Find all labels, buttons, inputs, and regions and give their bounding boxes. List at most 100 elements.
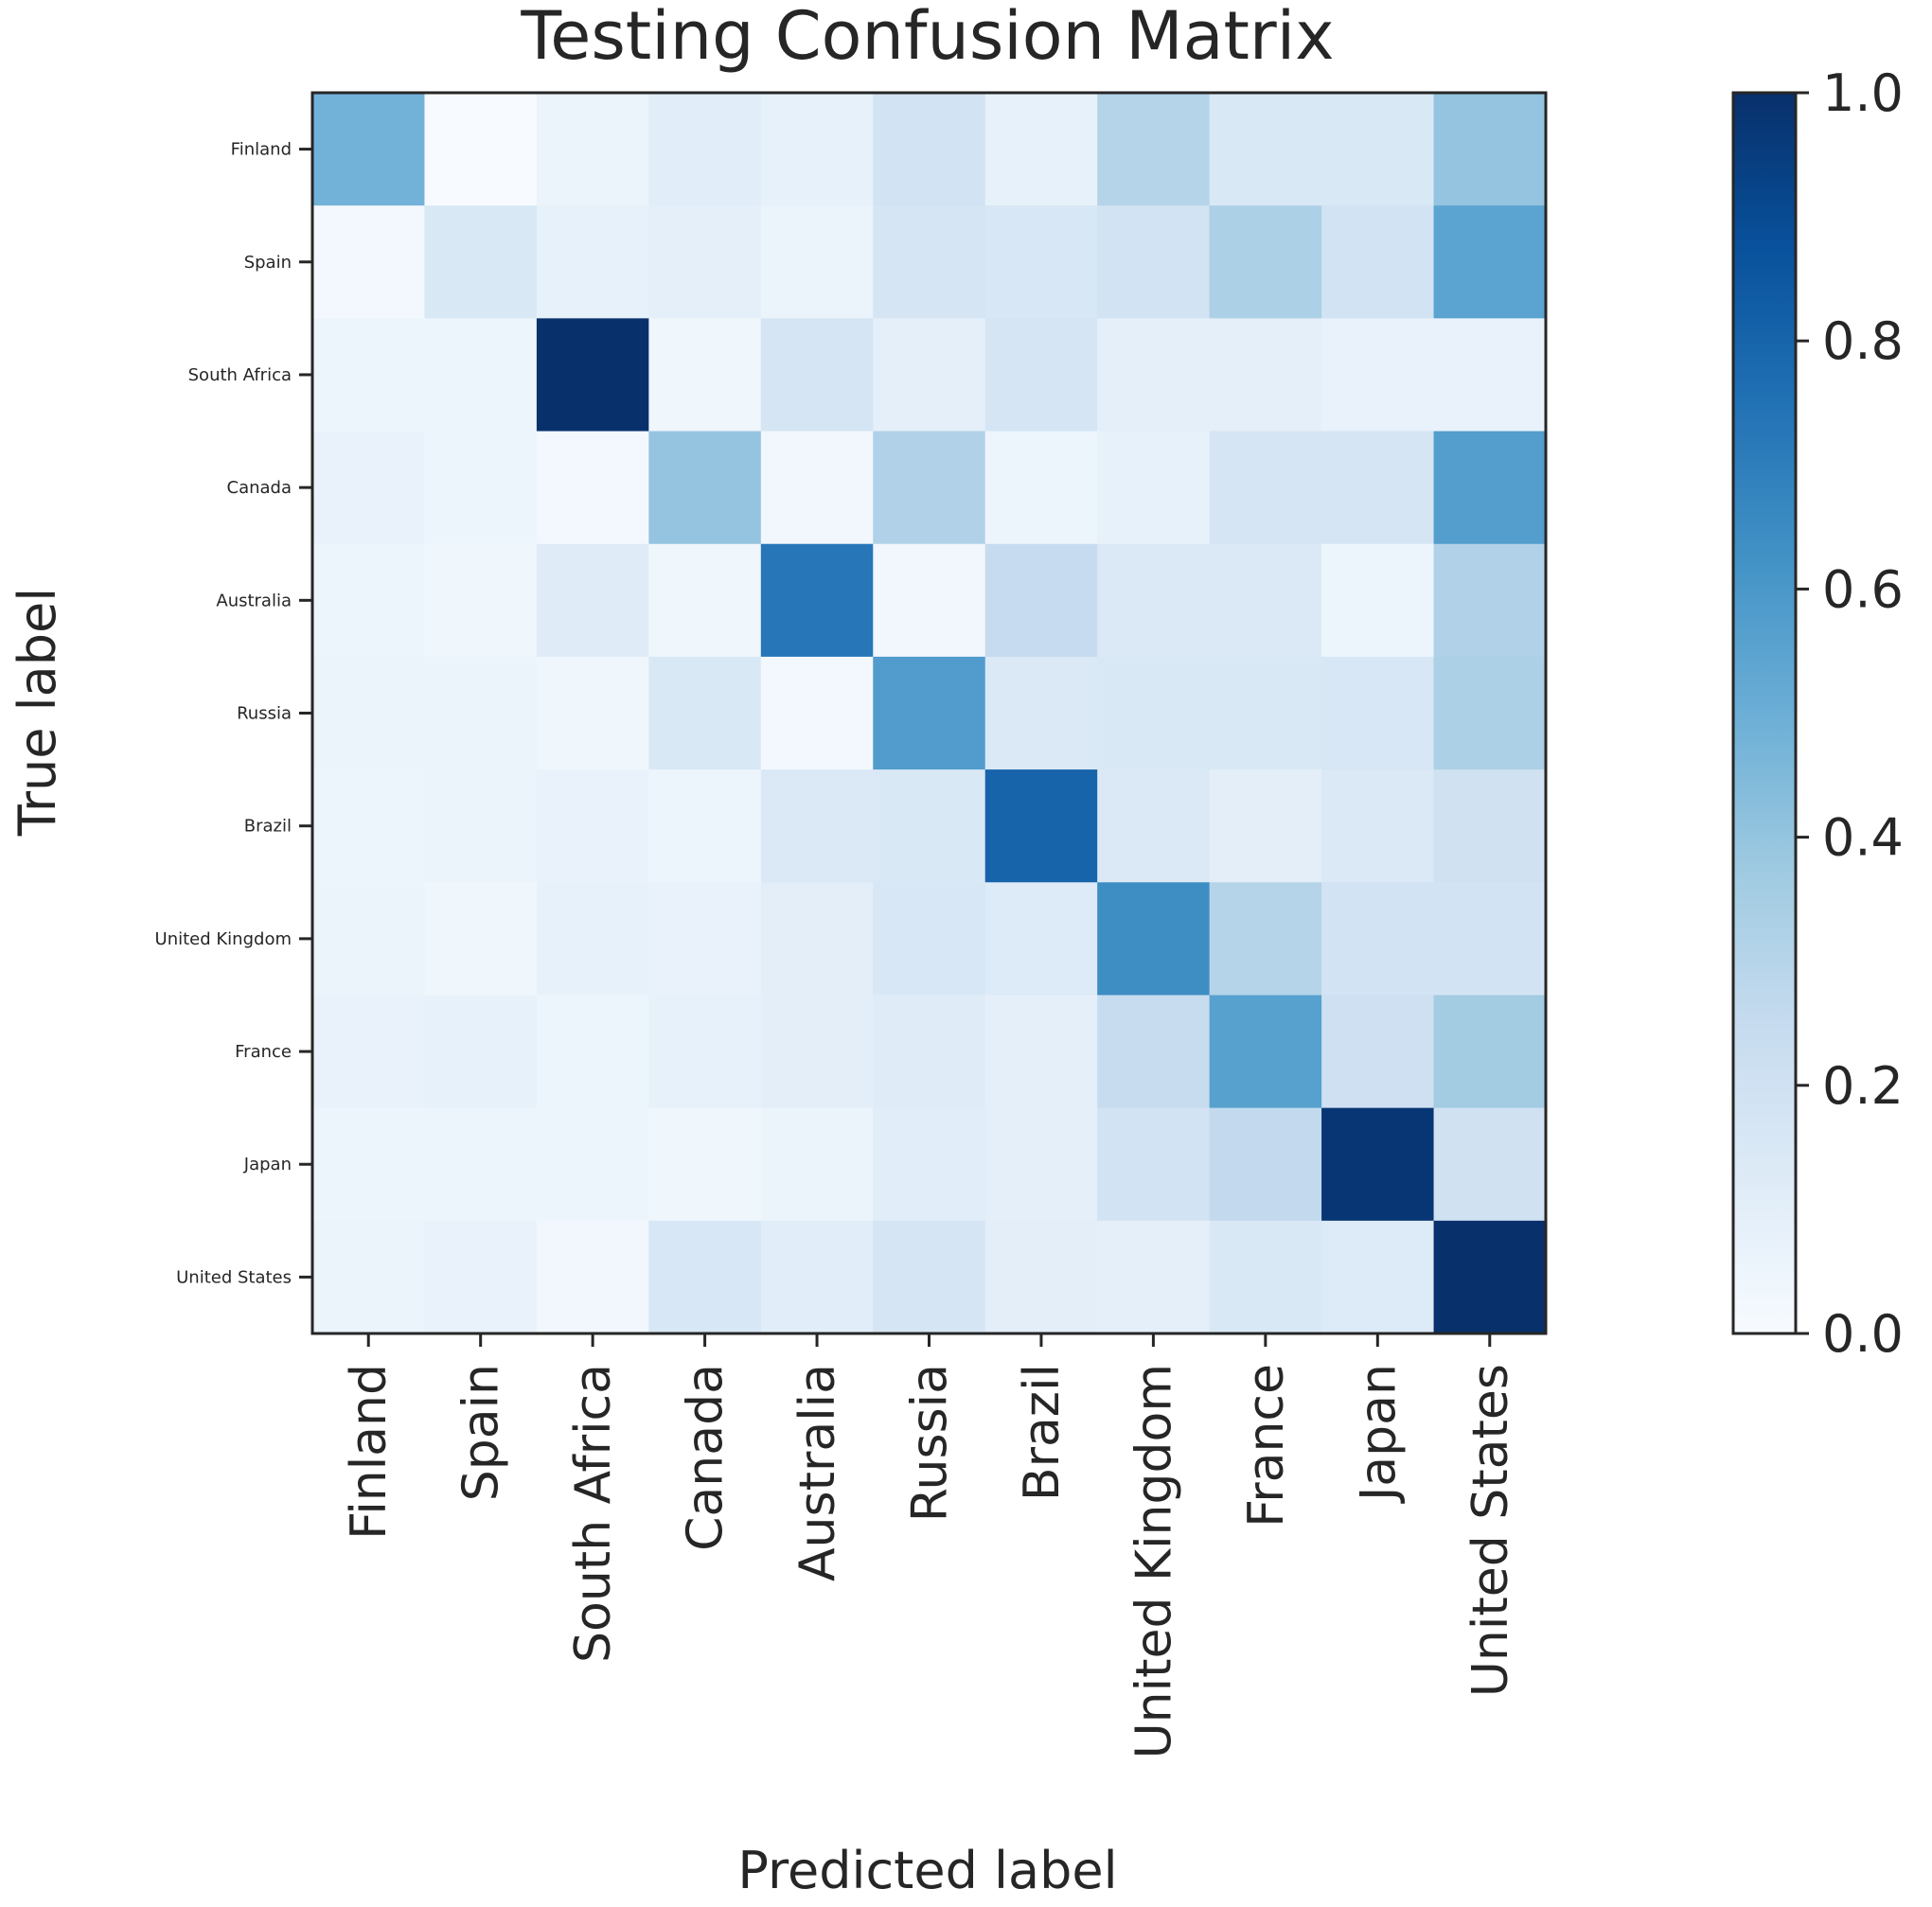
heatmap-cell-south-africa-spain — [424, 318, 538, 433]
x-axis-label: Predicted label — [737, 1841, 1117, 1900]
heatmap-cell-united-kingdom-australia — [760, 882, 874, 997]
heatmap-cell-south-africa-canada — [648, 318, 762, 433]
heatmap-cell-united-states-spain — [424, 1220, 538, 1334]
x-tick-label-france: France — [1238, 1364, 1295, 1527]
heatmap-cell-united-states-australia — [760, 1220, 874, 1334]
heatmap-cell-australia-south-africa — [536, 543, 649, 658]
heatmap-cell-japan-spain — [424, 1107, 538, 1222]
colorbar-ticks: 0.0 0.2 0.4 0.6 0.8 1.0 — [1796, 63, 1904, 1364]
colorbar-tick-label: 1.0 — [1822, 63, 1904, 123]
y-tick-label-canada: Canada — [227, 478, 292, 498]
heatmap-cell-france-japan — [1321, 995, 1435, 1109]
y-tick-label-south-africa: South Africa — [188, 365, 292, 385]
heatmap-cell-spain-south-africa — [536, 205, 649, 319]
heatmap-cell-australia-brazil — [984, 543, 1098, 658]
heatmap-cell-spain-france — [1209, 205, 1322, 319]
heatmap-cell-united-states-united-kingdom — [1097, 1220, 1211, 1334]
heatmap-cell-australia-russia — [873, 543, 986, 658]
heatmap-cell-brazil-russia — [873, 769, 986, 883]
heatmap-cell-finland-france — [1209, 93, 1322, 206]
heatmap-cell-russia-canada — [648, 656, 762, 770]
heatmap-cell-united-kingdom-spain — [424, 882, 538, 997]
heatmap-cell-canada-japan — [1321, 431, 1435, 545]
heatmap-cell-canada-spain — [424, 431, 538, 545]
heatmap-cell-finland-brazil — [984, 93, 1098, 206]
colorbar-tick-label: 0.6 — [1822, 559, 1904, 619]
heatmap-cell-canada-south-africa — [536, 431, 649, 545]
heatmap-cell-russia-united-kingdom — [1097, 656, 1211, 770]
heatmap-cell-united-kingdom-brazil — [984, 882, 1098, 997]
x-tick-label-japan: Japan — [1350, 1364, 1407, 1504]
heatmap-cell-japan-australia — [760, 1107, 874, 1222]
heatmap-cell-united-kingdom-united-states — [1433, 882, 1547, 997]
heatmap-cell-finland-australia — [760, 93, 874, 206]
heatmap-cell-united-kingdom-france — [1209, 882, 1322, 997]
heatmap-cell-russia-brazil — [984, 656, 1098, 770]
heatmap-cell-japan-russia — [873, 1107, 986, 1222]
y-tick-label-spain: Spain — [244, 253, 292, 273]
heatmap-cell-japan-brazil — [984, 1107, 1098, 1222]
heatmap-cell-australia-united-kingdom — [1097, 543, 1211, 658]
heatmap-cell-japan-france — [1209, 1107, 1322, 1222]
heatmap-cell-russia-russia — [873, 656, 986, 770]
heatmap-cell-finland-japan — [1321, 93, 1435, 206]
heatmap-cell-united-states-canada — [648, 1220, 762, 1334]
heatmap-cell-united-states-brazil — [984, 1220, 1098, 1334]
x-tick-label-russia: Russia — [902, 1364, 959, 1522]
heatmap-cell-russia-australia — [760, 656, 874, 770]
heatmap-cell-united-states-japan — [1321, 1220, 1435, 1334]
y-tick-label-brazil: Brazil — [244, 817, 292, 837]
heatmap-cell-united-states-finland — [312, 1220, 426, 1334]
y-tick-label-france: France — [235, 1042, 292, 1062]
heatmap-cell-south-africa-finland — [312, 318, 426, 433]
heatmap-cell-brazil-canada — [648, 769, 762, 883]
colorbar-tick-label: 0.2 — [1822, 1056, 1904, 1116]
y-tick-label-united-kingdom: United Kingdom — [155, 929, 292, 949]
heatmap-cell-france-canada — [648, 995, 762, 1109]
x-tick-label-brazil: Brazil — [1014, 1364, 1071, 1501]
heatmap-cell-united-states-united-states — [1433, 1220, 1547, 1334]
heatmap-cell-south-africa-japan — [1321, 318, 1435, 433]
heatmap-cell-canada-united-states — [1433, 431, 1547, 545]
heatmap-cell-spain-canada — [648, 205, 762, 319]
x-tick-label-canada: Canada — [678, 1364, 735, 1551]
heatmap-cell-spain-united-kingdom — [1097, 205, 1211, 319]
heatmap-cell-japan-united-kingdom — [1097, 1107, 1211, 1222]
y-tick-label-australia: Australia — [216, 591, 292, 610]
y-tick-label-finland: Finland — [231, 140, 292, 160]
heatmap-cell-south-africa-france — [1209, 318, 1322, 433]
heatmap-cell-south-africa-united-kingdom — [1097, 318, 1211, 433]
heatmap-cell-spain-united-states — [1433, 205, 1547, 319]
heatmap-cell-spain-brazil — [984, 205, 1098, 319]
heatmap-cell-south-africa-russia — [873, 318, 986, 433]
colorbar — [1731, 91, 1798, 1335]
x-tick-label-united-states: United States — [1462, 1364, 1519, 1697]
heatmap-cell-brazil-brazil — [984, 769, 1098, 883]
heatmap-cell-south-africa-united-states — [1433, 318, 1547, 433]
heatmap-cell-canada-russia — [873, 431, 986, 545]
heatmap-cell-brazil-united-states — [1433, 769, 1547, 883]
heatmap-cell-russia-united-states — [1433, 656, 1547, 770]
heatmap-cell-canada-united-kingdom — [1097, 431, 1211, 545]
heatmap-cell-russia-japan — [1321, 656, 1435, 770]
heatmap-cell-japan-finland — [312, 1107, 426, 1222]
heatmap-cell-france-russia — [873, 995, 986, 1109]
heatmap-cell-united-states-france — [1209, 1220, 1322, 1334]
heatmap-cell-japan-south-africa — [536, 1107, 649, 1222]
heatmap-cell-canada-canada — [648, 431, 762, 545]
heatmap-cell-brazil-finland — [312, 769, 426, 883]
heatmap-cell-france-south-africa — [536, 995, 649, 1109]
heatmap-cell-japan-united-states — [1433, 1107, 1547, 1222]
heatmap-cell-south-africa-south-africa — [536, 318, 649, 433]
heatmap-cell-australia-japan — [1321, 543, 1435, 658]
heatmap-cell-brazil-france — [1209, 769, 1322, 883]
heatmap-cell-australia-canada — [648, 543, 762, 658]
heatmap-cell-spain-finland — [312, 205, 426, 319]
heatmap-cell-south-africa-australia — [760, 318, 874, 433]
y-axis-label: True label — [8, 588, 67, 837]
heatmap-cell-canada-brazil — [984, 431, 1098, 545]
heatmap-cell-finland-russia — [873, 93, 986, 206]
heatmap-cell-russia-south-africa — [536, 656, 649, 770]
